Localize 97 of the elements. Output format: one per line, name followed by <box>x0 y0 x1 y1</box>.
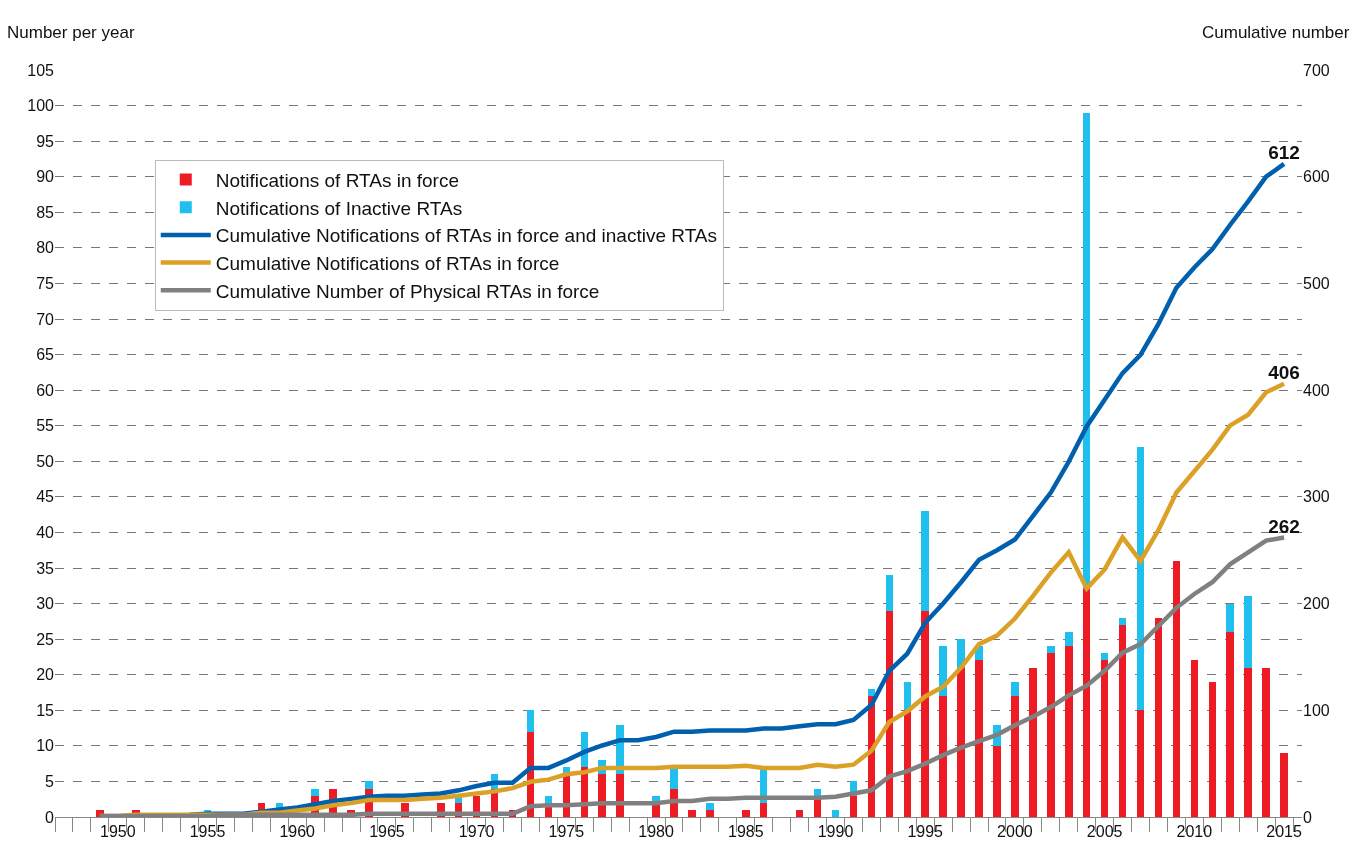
y-tick-label: 80 <box>36 239 55 257</box>
bar <box>849 795 858 817</box>
data-label: 612 <box>1268 142 1300 164</box>
y2-tick-label: 600 <box>1303 168 1330 186</box>
bar <box>1029 667 1037 817</box>
bar <box>1226 632 1234 817</box>
y-tick-label: 25 <box>36 630 55 648</box>
y2-tick-label: 0 <box>1303 808 1312 826</box>
x-tick-label: 1990 <box>817 823 854 841</box>
bar <box>1100 653 1109 661</box>
bar <box>544 795 553 803</box>
bar <box>1118 617 1127 625</box>
legend-label: Notifications of Inactive RTAs <box>215 197 463 219</box>
bar <box>1047 653 1055 817</box>
bar <box>1280 752 1288 817</box>
x-tick-label: 2010 <box>1176 823 1213 841</box>
bar <box>1244 596 1252 668</box>
bar <box>1064 646 1073 817</box>
bar <box>526 710 535 732</box>
bar <box>885 575 894 611</box>
bar <box>1100 660 1109 817</box>
x-tick-label: 1975 <box>548 823 585 841</box>
bar <box>957 667 965 817</box>
x-tick-label: 1985 <box>727 823 764 841</box>
y-axis-title: Number per year <box>7 23 135 42</box>
legend-label: Cumulative Number of Physical RTAs in force <box>215 280 600 302</box>
data-label: 406 <box>1268 361 1300 383</box>
bar <box>1064 632 1073 647</box>
bar <box>742 809 750 817</box>
bar <box>831 809 840 817</box>
bar <box>921 610 929 817</box>
bar <box>706 802 714 810</box>
y-tick-label: 85 <box>36 203 55 221</box>
x-tick-label: 1995 <box>907 823 944 841</box>
bar <box>1047 646 1055 654</box>
y-tick-label: 90 <box>36 168 55 186</box>
x-tick-label: 2000 <box>997 823 1033 841</box>
y2-tick-label: 300 <box>1303 488 1330 506</box>
y2-axis-title: Cumulative number <box>1202 23 1350 42</box>
bar <box>1011 681 1019 697</box>
x-tick-label: 1965 <box>369 823 405 841</box>
y-tick-label: 50 <box>36 452 55 470</box>
bar <box>688 809 696 817</box>
bar <box>1082 589 1091 817</box>
y2-tick-label: 700 <box>1303 61 1330 79</box>
y-tick-label: 75 <box>36 275 55 293</box>
bar <box>759 802 768 817</box>
legend-label: Notifications of RTAs in force <box>215 169 459 191</box>
bar <box>706 809 714 817</box>
bar <box>311 788 319 796</box>
y2-tick-label: 100 <box>1303 701 1330 719</box>
legend-label: Cumulative Notifications of RTAs in force and inactive RTAs <box>215 225 718 247</box>
x-tick-label: 1955 <box>189 823 226 841</box>
y-tick-label: 55 <box>36 417 55 435</box>
y-tick-label: 65 <box>36 346 55 364</box>
x-tick-label: 1970 <box>458 823 495 841</box>
y-tick-label: 20 <box>36 666 55 684</box>
y-tick-label: 5 <box>45 773 55 791</box>
bar <box>1262 667 1270 817</box>
bar <box>993 745 1001 817</box>
x-tick-label: 1950 <box>100 823 136 841</box>
y-tick-label: 40 <box>36 524 55 542</box>
y-tick-label: 35 <box>36 559 55 577</box>
y-tick-label: 95 <box>36 132 55 150</box>
y-tick-label: 15 <box>36 701 55 719</box>
y2-tick-label: 400 <box>1303 381 1330 399</box>
y-tick-label: 10 <box>36 737 55 755</box>
bar <box>921 511 929 611</box>
legend-label: Cumulative Notifications of RTAs in force <box>215 253 560 274</box>
bar <box>1226 603 1234 633</box>
x-tick-label: 2005 <box>1086 823 1123 841</box>
y-tick-label: 70 <box>36 310 55 328</box>
bar <box>1118 624 1127 817</box>
bar <box>670 767 678 789</box>
bar <box>1154 617 1163 817</box>
y-tick-label: 30 <box>36 595 55 613</box>
bar <box>1136 710 1145 817</box>
bar <box>939 696 947 817</box>
y-tick-label: 105 <box>27 61 55 79</box>
data-label: 262 <box>1268 515 1300 537</box>
bar <box>1208 681 1217 817</box>
y-tick-label: 60 <box>36 381 55 399</box>
bar <box>975 660 983 817</box>
x-tick-label: 2015 <box>1266 823 1302 841</box>
x-tick-label: 1960 <box>279 823 316 841</box>
y-tick-label: 45 <box>36 488 55 506</box>
bar <box>365 781 373 789</box>
bar <box>1172 560 1181 817</box>
bar <box>1011 696 1019 817</box>
y-tick-label: 100 <box>27 97 55 115</box>
bar <box>1244 667 1252 817</box>
y2-tick-label: 500 <box>1303 275 1330 293</box>
bar <box>795 809 804 817</box>
bar <box>1190 660 1199 817</box>
x-tick-label: 1980 <box>638 823 674 841</box>
y-tick-label: 0 <box>45 808 55 826</box>
y2-tick-label: 200 <box>1303 595 1330 613</box>
